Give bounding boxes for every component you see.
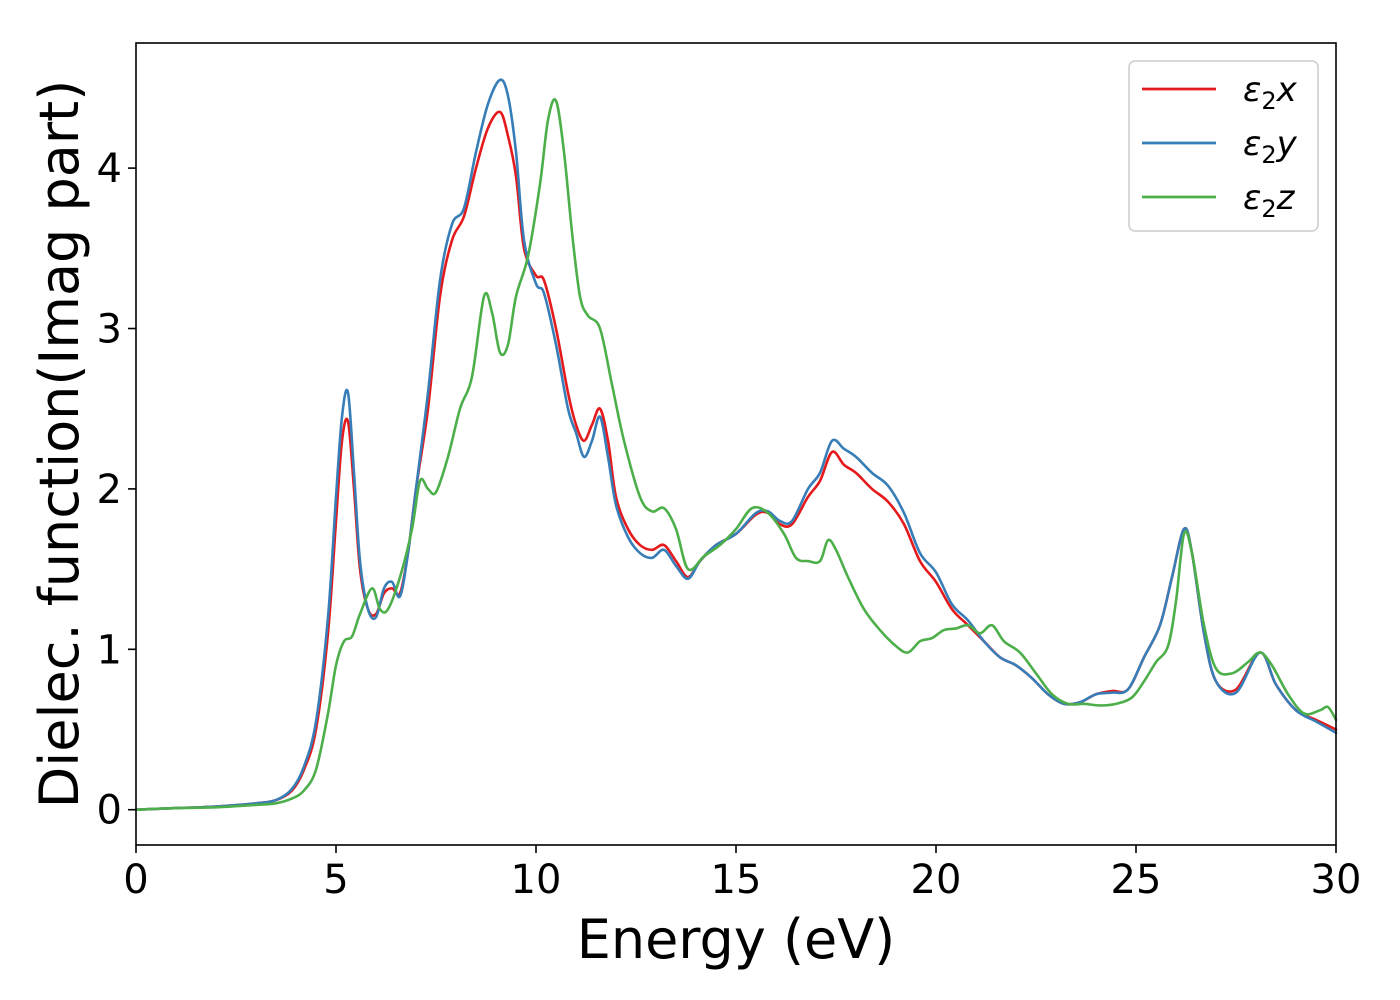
x-tick-label: 25 (1111, 857, 1162, 903)
legend-entries: ε2x ε2y ε2z (1142, 70, 1298, 223)
legend-label-z: ε2z (1243, 178, 1296, 223)
legend: ε2x ε2y ε2z (1128, 60, 1319, 232)
legend-label-x: ε2x (1243, 70, 1298, 115)
series-line-y (134, 78, 1338, 812)
legend-box (1128, 60, 1319, 232)
x-tick-label: 30 (1311, 857, 1362, 903)
y-tick-label: 2 (97, 467, 122, 513)
y-tick-label: 3 (97, 307, 122, 353)
y-tick-label: 0 (97, 788, 122, 834)
x-tick-label: 0 (123, 857, 148, 903)
series-layer (134, 78, 1338, 812)
legend-label-y: ε2y (1243, 124, 1298, 169)
y-axis-title: Dielec. function(Imag part) (28, 80, 91, 809)
y-axis-ticks: 0 1 2 3 4 (97, 146, 136, 834)
x-axis-ticks: 0 5 10 15 20 25 30 (123, 845, 1361, 903)
y-tick-label: 4 (97, 146, 122, 192)
x-tick-label: 15 (711, 857, 762, 903)
x-tick-label: 5 (323, 857, 348, 903)
x-axis-title: Energy (eV) (577, 908, 896, 971)
series-line-z (134, 98, 1338, 812)
x-tick-label: 10 (511, 857, 562, 903)
y-tick-label: 1 (97, 627, 122, 673)
x-tick-label: 20 (911, 857, 962, 903)
